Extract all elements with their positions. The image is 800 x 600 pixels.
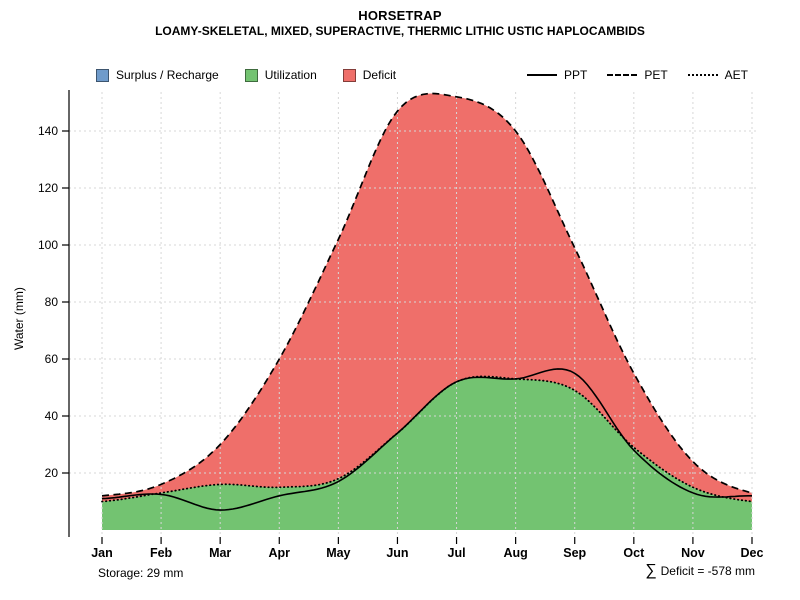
legend-item-deficit: Deficit	[342, 68, 397, 82]
deficit-sum-note: ∑ Deficit = -578 mm	[645, 563, 755, 579]
x-tick-label: Oct	[623, 546, 645, 560]
storage-note: Storage: 29 mm	[98, 566, 184, 580]
x-tick-label: Jul	[448, 546, 466, 560]
legend-area-group: Surplus / Recharge Utilization Deficit	[96, 68, 396, 82]
y-tick-label: 20	[45, 466, 59, 480]
deficit-swatch-icon	[342, 68, 356, 82]
ppt-line-sample-icon	[526, 74, 557, 76]
chart-legend: Surplus / Recharge Utilization Deficit P…	[96, 66, 748, 84]
y-tick-label: 60	[45, 352, 59, 366]
y-axis	[62, 90, 70, 537]
surplus-swatch-icon	[96, 68, 109, 82]
gridlines	[69, 92, 758, 536]
legend-label-utilization: Utilization	[264, 68, 317, 82]
y-tick-label: 80	[45, 295, 59, 309]
deficit-sum-text: Deficit = -578 mm	[660, 564, 755, 578]
x-axis-ticks	[101, 537, 753, 544]
pet-line	[101, 92, 753, 497]
y-tick-label: 100	[38, 238, 58, 252]
legend-label-surplus: Surplus / Recharge	[116, 68, 219, 82]
legend-label-ppt: PPT	[563, 68, 588, 82]
utilization-area	[102, 376, 752, 530]
x-tick-label: Mar	[209, 546, 231, 560]
sigma-icon: ∑	[645, 562, 657, 579]
x-tick-label: May	[326, 546, 350, 560]
legend-item-pet: PET	[607, 68, 668, 82]
legend-label-deficit: Deficit	[362, 68, 397, 82]
legend-label-pet: PET	[644, 68, 668, 82]
aet-line	[101, 375, 753, 503]
legend-label-aet: AET	[724, 68, 748, 82]
y-tick-label: 140	[38, 124, 58, 138]
deficit-area	[102, 93, 752, 502]
utilization-swatch-icon	[244, 68, 258, 82]
legend-item-utilization: Utilization	[244, 68, 317, 82]
x-tick-label: Aug	[503, 546, 527, 560]
aet-line-sample-icon	[687, 74, 718, 76]
pet-line-sample-icon	[607, 74, 638, 76]
legend-item-ppt: PPT	[526, 68, 588, 82]
x-tick-label: Dec	[741, 546, 764, 560]
x-tick-label: Nov	[681, 546, 705, 560]
x-tick-label: Jun	[386, 546, 408, 560]
y-tick-label: 120	[38, 181, 58, 195]
chart-subtitle: LOAMY-SKELETAL, MIXED, SUPERACTIVE, THER…	[155, 24, 645, 38]
x-tick-label: Sep	[563, 546, 586, 560]
x-tick-label: Apr	[269, 546, 291, 560]
legend-item-surplus: Surplus / Recharge	[96, 68, 219, 82]
y-tick-label: 40	[45, 409, 59, 423]
legend-item-aet: AET	[687, 68, 748, 82]
chart-title: HORSETRAP	[358, 8, 442, 23]
x-tick-label: Jan	[91, 546, 113, 560]
x-tick-label: Feb	[150, 546, 173, 560]
legend-line-group: PPT PET AET	[526, 68, 748, 82]
